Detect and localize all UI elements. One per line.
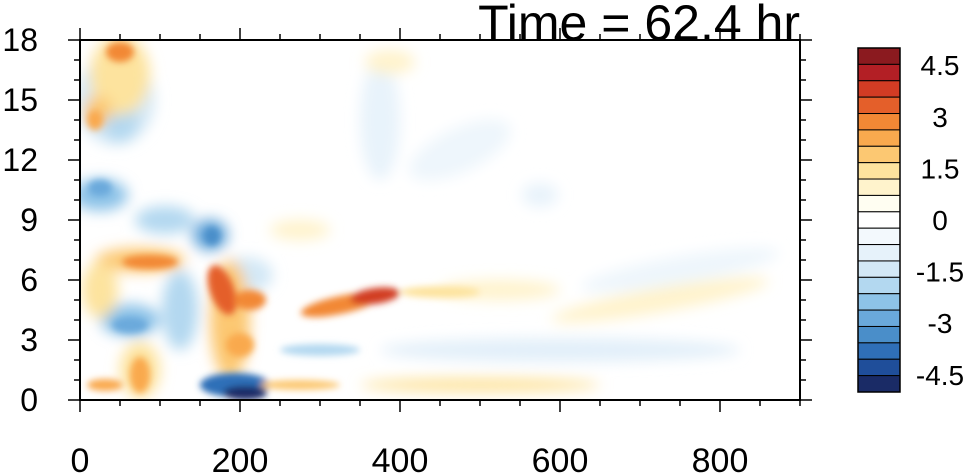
y-axis: 0 3 6 9 12 15 18 [2, 22, 812, 418]
colorbar-label: -3 [928, 308, 953, 339]
y-tick-label: 12 [2, 142, 38, 178]
colorbar-frame [857, 47, 901, 393]
x-tick-label: 200 [212, 442, 269, 473]
colorbar-swatch [857, 227, 901, 246]
x-tick-label: 400 [372, 442, 429, 473]
colorbar-swatch [857, 358, 901, 377]
colorbar-swatch [857, 129, 901, 147]
colorbar-label: -4.5 [916, 360, 964, 391]
y-tick-label: 9 [20, 202, 38, 238]
x-tick-label: 600 [532, 442, 589, 473]
heatmap-field [80, 40, 779, 400]
plot-area [80, 40, 800, 400]
colorbar-swatch [857, 260, 901, 278]
y-tick-label: 6 [20, 262, 38, 298]
colorbar-label: 0 [932, 205, 948, 236]
colorbar-swatch [857, 342, 901, 360]
colorbar-swatch [857, 80, 901, 98]
x-tick-label: 0 [71, 442, 90, 473]
colorbar-swatch [857, 63, 901, 82]
colorbar-swatch [857, 113, 901, 131]
colorbar-label: -1.5 [916, 257, 964, 288]
y-tick-label: 3 [20, 322, 38, 358]
colorbar-swatch [857, 293, 901, 311]
colorbar-swatch [857, 375, 901, 393]
colorbar-swatch [857, 211, 901, 229]
colorbar-swatch [857, 244, 901, 262]
colorbar-swatch [857, 325, 901, 344]
colorbar-label: 1.5 [921, 153, 960, 184]
y-tick-label: 15 [2, 82, 38, 118]
colorbar-swatch [857, 194, 901, 213]
x-tick-label: 800 [692, 442, 749, 473]
colorbar-swatch [857, 162, 901, 180]
colorbar-labels: 4.5 3 1.5 0 -1.5 -3 -4.5 [916, 50, 964, 391]
colorbar-label: 3 [932, 102, 948, 133]
y-tick-label: 0 [20, 382, 38, 418]
colorbar [857, 47, 901, 393]
x-axis: 0 200 400 600 800 [71, 28, 801, 473]
colorbar-swatch [857, 276, 901, 295]
colorbar-swatch [857, 178, 901, 196]
colorbar-swatch [857, 47, 901, 65]
y-tick-label: 18 [2, 22, 38, 58]
colorbar-label: 4.5 [921, 50, 960, 81]
colorbar-swatch [857, 145, 901, 164]
colorbar-swatch [857, 96, 901, 115]
colorbar-swatch [857, 309, 901, 327]
